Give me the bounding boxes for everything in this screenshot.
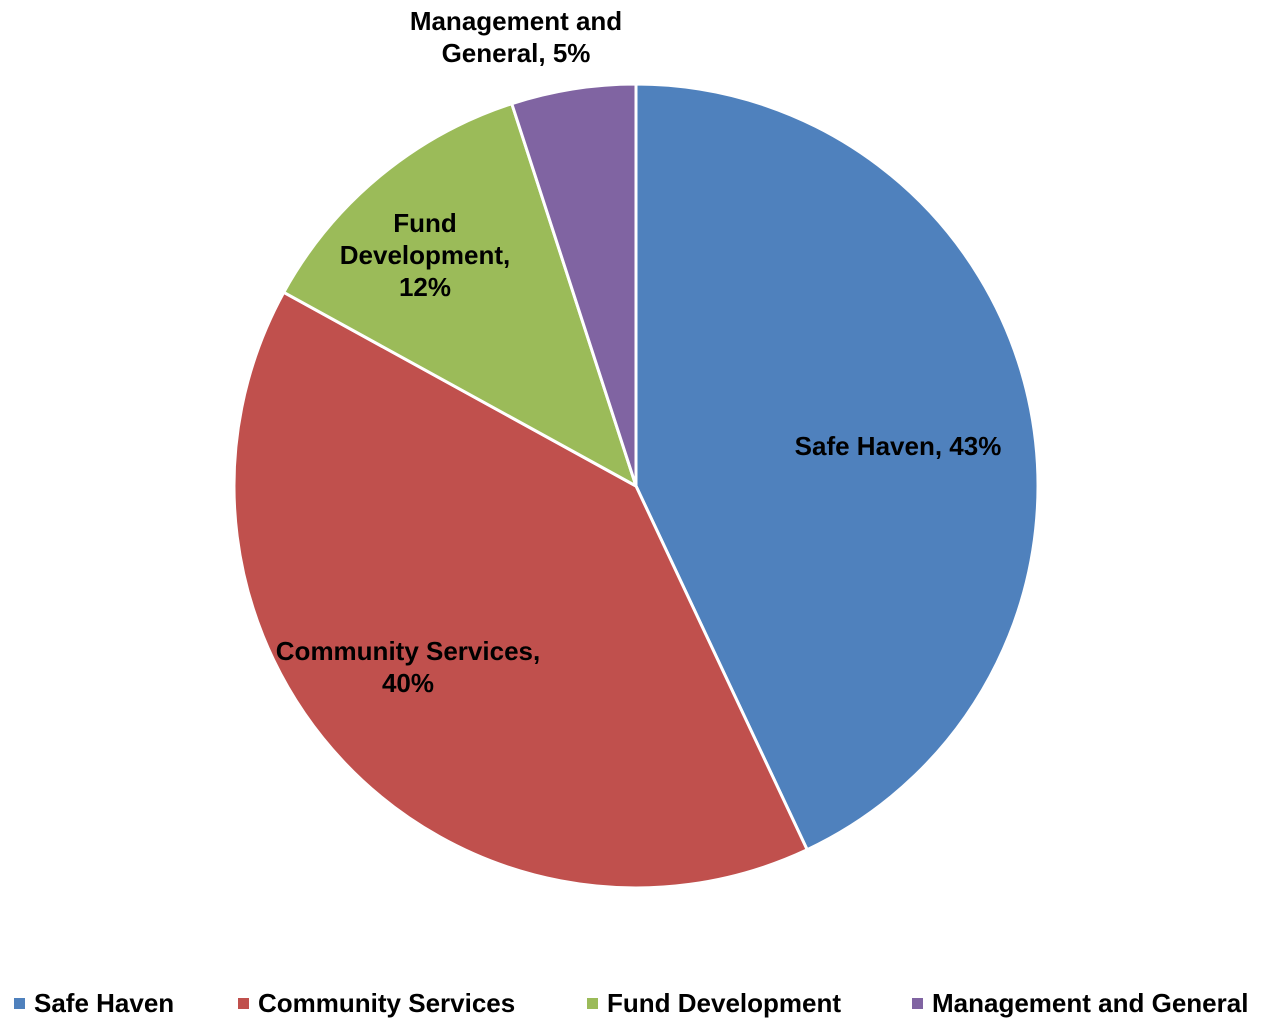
- data-label-line: 40%: [382, 668, 434, 698]
- legend-item-management-and-general: Management and General: [912, 988, 1248, 1019]
- legend-label-safe-haven: Safe Haven: [34, 988, 175, 1018]
- legend-swatch-community-services: [238, 998, 249, 1009]
- legend-label-management-and-general: Management and General: [932, 988, 1249, 1018]
- pie-slice-management-and-general: [510, 82, 638, 488]
- legend-swatch-safe-haven: [14, 998, 25, 1009]
- legend-item-fund-development: Fund Development: [587, 988, 841, 1019]
- pie-chart-svg: Safe Haven, 43% Community Services, 40% Fun…: [232, 6, 1040, 890]
- chart-legend: Safe Haven Community Services Fund Devel…: [0, 984, 1276, 1024]
- data-label-line: General, 5%: [442, 38, 591, 68]
- data-label-community-services: Community Services, 40%: [276, 636, 540, 698]
- legend-item-community-services: Community Services: [238, 988, 515, 1019]
- data-label-line: Community Services,: [276, 636, 540, 666]
- pie-chart: Safe Haven, 43% Community Services, 40% Fun…: [232, 6, 1040, 890]
- pie-slice-fund-development: [282, 102, 638, 488]
- legend-swatch-management-and-general: [912, 998, 923, 1009]
- legend-label-fund-development: Fund Development: [607, 988, 842, 1018]
- data-label-line: Fund: [393, 208, 457, 238]
- data-label-line: Management and: [410, 6, 622, 36]
- data-label-safe-haven: Safe Haven, 43%: [795, 431, 1002, 461]
- data-label-line: Safe Haven, 43%: [795, 431, 1002, 461]
- data-label-line: Development,: [340, 240, 511, 270]
- legend-swatch-fund-development: [587, 998, 598, 1009]
- legend-item-safe-haven: Safe Haven: [14, 988, 174, 1019]
- pie-data-labels: Safe Haven, 43% Community Services, 40% Fun…: [276, 6, 1002, 698]
- pie-slice-safe-haven: [634, 82, 1040, 852]
- data-label-fund-development: Fund Development, 12%: [340, 208, 511, 302]
- pie-slice-community-services: [232, 290, 809, 890]
- pie-slices: [232, 82, 1040, 890]
- legend-label-community-services: Community Services: [258, 988, 516, 1018]
- data-label-management-and-general: Management and General, 5%: [410, 6, 622, 68]
- data-label-line: 12%: [399, 272, 451, 302]
